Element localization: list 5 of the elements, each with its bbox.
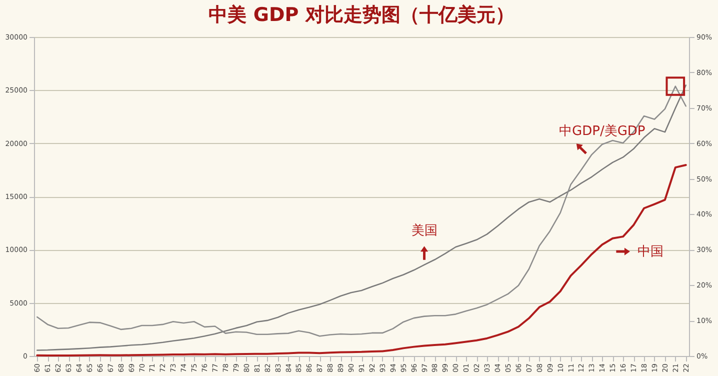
series-label: 美国: [411, 222, 438, 239]
line-series: [36, 164, 687, 356]
series-label: 中GDP/美GDP: [559, 123, 646, 139]
chart-title: 中美 GDP 对比走势图（十亿美元）: [208, 4, 514, 26]
legend-label: 中国: [638, 244, 664, 260]
